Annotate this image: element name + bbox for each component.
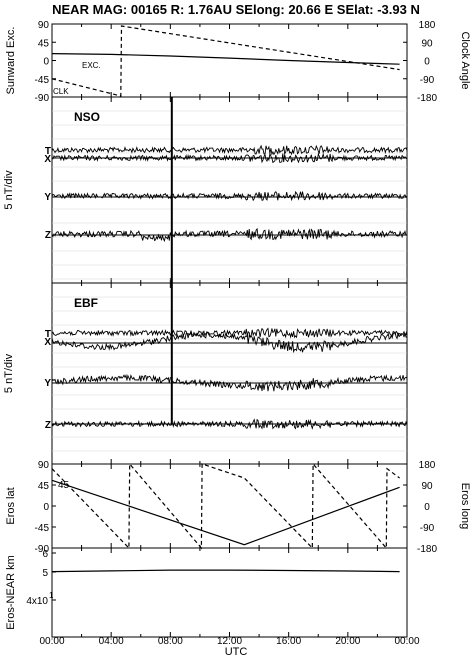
x-tick-label: 20:00: [335, 636, 360, 647]
x-tick-label: 16:00: [276, 636, 301, 647]
y-tick-label: 4x10: [26, 596, 48, 607]
y-right-tick-label: 180: [419, 460, 436, 471]
y-tick-label: 45: [38, 38, 50, 49]
trace-label: X: [44, 154, 51, 165]
trace-label: Y: [44, 192, 51, 203]
y-right-tick-label: -90: [420, 523, 435, 534]
y-tick-label: 45: [38, 481, 50, 492]
trace-y: [51, 190, 408, 202]
y-tick-label: 0: [43, 57, 49, 68]
y-right-tick-label: -180: [417, 544, 437, 555]
trace-z: [51, 227, 408, 243]
x-tick-label: 04:00: [99, 636, 124, 647]
clock-angle-series: [51, 25, 400, 97]
y-right-tick-label: 180: [419, 20, 436, 31]
x-tick-label: 00:00: [394, 636, 419, 647]
y-tick-label: -45: [35, 523, 50, 534]
panel-frame: [51, 463, 408, 549]
eros-lat-series: [51, 479, 400, 546]
y-right-tick-label: 90: [421, 38, 433, 49]
trace-z: [51, 418, 408, 430]
eros-long-series: [51, 462, 400, 550]
trace-t: [51, 327, 408, 339]
exc-series: [51, 53, 400, 65]
range-ylabel: Eros-NEAR km: [5, 555, 17, 630]
y-right-tick-label: 90: [421, 481, 433, 492]
coord-system-label: EBF: [74, 296, 98, 310]
trace-x: [51, 330, 408, 354]
y-tick-label: 90: [38, 460, 50, 471]
y-tick-exponent: 1: [49, 591, 54, 600]
trace-label: X: [44, 337, 51, 348]
y-right-tick-label: 0: [424, 57, 430, 68]
trace-label: T: [45, 329, 51, 340]
x-tick-label: 08:00: [158, 636, 183, 647]
y-right-tick-label: -90: [420, 75, 435, 86]
panel-frame: [51, 23, 408, 98]
trace-x: [51, 151, 408, 164]
range-series: [51, 569, 400, 573]
y-tick-label: 6: [42, 549, 48, 560]
trace-label: Z: [45, 230, 51, 241]
y-tick-label: 5: [42, 568, 48, 579]
trace-label: Z: [45, 420, 51, 431]
clk-annotation: CLK: [53, 87, 69, 96]
x-tick-label: 00:00: [39, 636, 64, 647]
y-right-tick-label: -180: [417, 93, 437, 104]
trace-y: [51, 373, 408, 392]
panel-frame: [51, 547, 408, 638]
exc-annotation: EXC.: [82, 61, 101, 70]
clock-angle-ylabel: Clock Angle: [459, 31, 471, 89]
eros-long-ylabel: Eros long: [459, 483, 471, 529]
x-axis-label: UTC: [225, 646, 248, 656]
sunward-ylabel: Sunward Exc.: [5, 27, 17, 95]
y-right-tick-label: 0: [424, 502, 430, 513]
nt-div-ylabel: 5 nT/div: [3, 170, 15, 210]
y-tick-label: -45: [35, 75, 50, 86]
x-tick-label: 12:00: [217, 636, 242, 647]
eros-lat-ylabel: Eros lat: [5, 487, 17, 524]
overlap-label: 45: [58, 480, 70, 491]
y-tick-label: 0: [43, 502, 49, 513]
trace-label: T: [45, 146, 51, 157]
y-tick-label: -90: [35, 544, 50, 555]
figure-title: NEAR MAG: 00165 R: 1.76AU SElong: 20.66 …: [52, 2, 420, 17]
trace-t: [51, 144, 408, 156]
coord-system-label: NSO: [74, 110, 100, 124]
trace-label: Y: [44, 378, 51, 389]
y-tick-label: -90: [35, 93, 50, 104]
panels: 90 45 0 -45 -90 180 90 0 -90 -180 EXC. CLK Sunward E…: [3, 20, 471, 656]
y-tick-label: 90: [38, 20, 50, 31]
nt-div-ylabel: 5 nT/div: [3, 353, 15, 393]
